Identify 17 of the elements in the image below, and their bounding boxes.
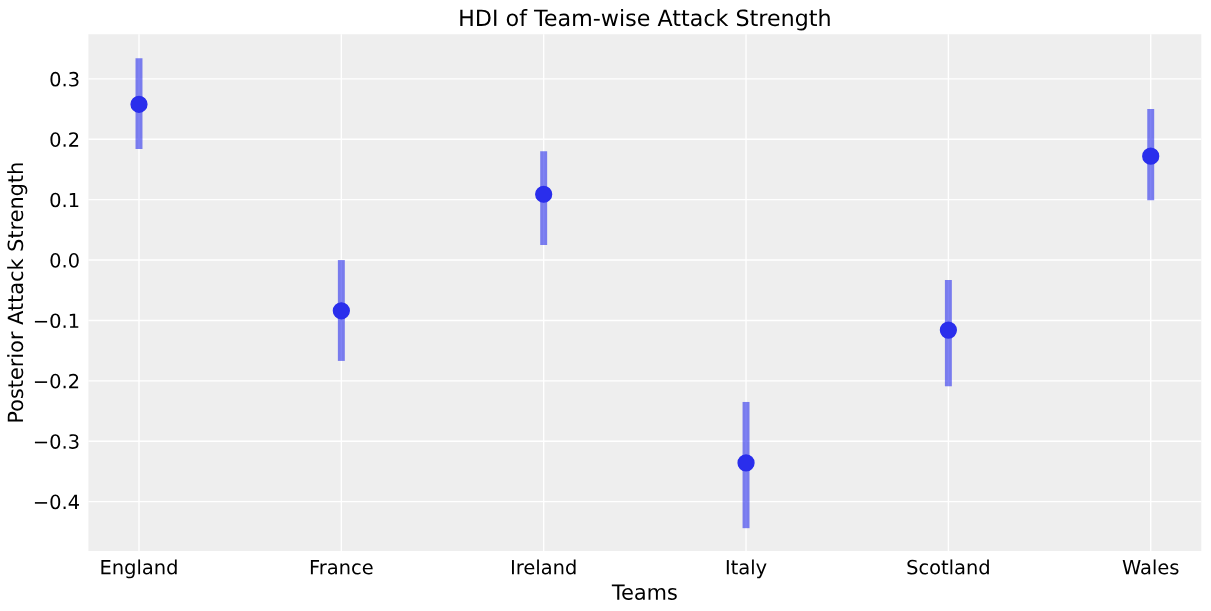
y-tick-label: 0.2 <box>50 132 79 147</box>
x-tick-label: Scotland <box>907 559 989 575</box>
y-tick-label: −0.3 <box>34 434 79 449</box>
y-tick-label: 0.3 <box>50 71 79 87</box>
x-tick-label: Ireland <box>511 559 576 575</box>
y-tick-label: 0.1 <box>50 192 79 208</box>
x-tick-label: France <box>310 560 373 575</box>
x-axis-title: Teams <box>611 584 677 600</box>
y-axis-title: Posterior Attack Strength <box>7 163 28 422</box>
x-tick-label: Wales <box>1122 559 1179 575</box>
y-tick-label: 0.0 <box>50 253 79 268</box>
y-tick-label: −0.2 <box>34 373 79 389</box>
x-tick-label: England <box>101 559 177 579</box>
y-tick-label: −0.4 <box>34 494 79 510</box>
y-tick-label: −0.1 <box>34 313 79 329</box>
x-tick-label: Italy <box>726 559 767 579</box>
chart-title: HDI of Team-wise Attack Strength <box>460 9 830 31</box>
